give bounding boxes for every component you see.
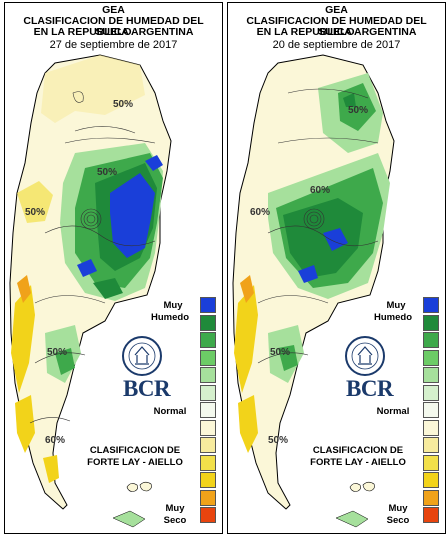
contour-label: 60% — [250, 207, 270, 218]
legend-swatch — [200, 402, 216, 418]
legend-swatch — [423, 349, 439, 366]
contour-label: 50% — [97, 167, 117, 178]
map-header-gea: GEA — [325, 4, 348, 16]
legend-label-muy-seco: Muy — [165, 503, 185, 514]
legend-swatch — [423, 454, 439, 471]
legend-swatch — [200, 384, 216, 401]
legend-swatch — [200, 314, 216, 331]
legend-swatch — [200, 419, 216, 436]
legend-swatch — [423, 472, 439, 488]
malvinas-islands-icon — [349, 481, 375, 492]
map-title-line2: EN LA REPUBLICA ARGENTINA — [256, 26, 417, 38]
legend-swatch — [200, 367, 216, 383]
contour-label: 60% — [310, 185, 330, 196]
contour-label: 50% — [25, 207, 45, 218]
legend-swatch — [423, 489, 439, 506]
contour-label: 50% — [268, 435, 288, 446]
contour-label: 50% — [270, 347, 290, 358]
classification-line2: FORTE LAY - AIELLO — [310, 457, 406, 468]
bcr-seal-icon — [122, 336, 162, 376]
legend-swatch — [423, 297, 439, 313]
legend-swatch — [200, 454, 216, 471]
legend-label-seco: Seco — [386, 515, 410, 526]
legend-swatch — [423, 367, 439, 383]
bcr-logo-text: BCR — [346, 376, 394, 401]
legend-label-muy: Muy — [163, 300, 183, 311]
legend-swatch — [423, 402, 439, 418]
map-header-gea: GEA — [102, 4, 125, 16]
map-panel-sep27: 50% 50% 50% 50% 60% GEA CLASIFICACION DE… — [4, 2, 223, 534]
classification-line1: CLASIFICACION DE — [89, 445, 181, 456]
legend-label-normal: Normal — [153, 406, 187, 417]
malvinas-islands-icon — [126, 481, 152, 492]
classification-line2: FORTE LAY - AIELLO — [87, 457, 183, 468]
legend-swatch — [200, 349, 216, 366]
map-date: 27 de septiembre de 2017 — [49, 39, 178, 51]
legend-label-humedo: Humedo — [374, 312, 412, 323]
legend-swatch — [423, 332, 439, 348]
legend-swatch — [200, 489, 216, 506]
legend-swatch — [200, 472, 216, 488]
bcr-seal-icon — [345, 336, 385, 376]
map-panel-sep20: 50% 60% 60% 50% 50% GEA CLASIFICACION DE… — [227, 2, 446, 534]
legend-label-normal: Normal — [376, 406, 410, 417]
legend-label-humedo: Humedo — [151, 312, 189, 323]
map-title-line1: CLASIFICACION DE HUMEDAD DEL SUELO — [246, 15, 427, 38]
legend-swatch — [200, 507, 216, 523]
legend-swatch — [200, 297, 216, 313]
contour-label: 60% — [45, 435, 65, 446]
map-date: 20 de septiembre de 2017 — [272, 39, 401, 51]
contour-label: 50% — [47, 347, 67, 358]
legend-swatch — [200, 437, 216, 453]
map-title-line1: CLASIFICACION DE HUMEDAD DEL SUELO — [23, 15, 204, 38]
contour-label: 50% — [113, 99, 133, 110]
legend-swatch — [200, 332, 216, 348]
legend-label-muy-seco: Muy — [388, 503, 408, 514]
legend-label-muy: Muy — [386, 300, 406, 311]
classification-line1: CLASIFICACION DE — [312, 445, 404, 456]
legend-swatch — [423, 437, 439, 453]
bcr-logo-text: BCR — [123, 376, 171, 401]
legend-swatch — [423, 384, 439, 401]
argentina-map-sep27: 50% 50% 50% 50% 60% — [9, 54, 172, 528]
argentina-map-sep20: 50% 60% 60% 50% 50% — [232, 54, 395, 528]
legend-swatch — [423, 507, 439, 523]
contour-label: 50% — [348, 105, 368, 116]
legend-swatch — [423, 419, 439, 436]
legend-label-seco: Seco — [163, 515, 187, 526]
legend-swatch — [423, 314, 439, 331]
map-title-line2: EN LA REPUBLICA ARGENTINA — [33, 26, 194, 38]
